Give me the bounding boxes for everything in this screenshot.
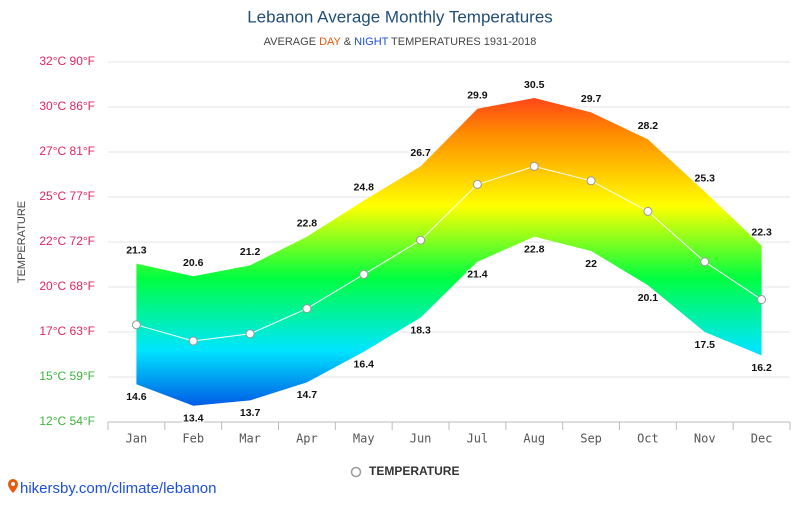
x-tick-label: Jan [126, 432, 148, 446]
plot-area: 12°C 54°F 15°C 59°F 17°C 63°F 20°C 68°F 22°C… [39, 54, 791, 446]
temperature-point [302, 304, 312, 314]
night-value-label: 22.8 [524, 243, 545, 255]
y-tick-label: 27°C 81°F [39, 144, 95, 158]
x-tick-label: Feb [182, 432, 204, 446]
temperature-point [700, 257, 710, 267]
day-value-label: 22.3 [751, 226, 772, 238]
temperature-range [136, 98, 762, 406]
y-tick-label: 30°C 86°F [39, 99, 95, 113]
y-tick-label: 32°C 90°F [39, 54, 95, 68]
temperature-point [757, 295, 767, 305]
temperature-point [359, 269, 369, 279]
x-tick-label: Aug [523, 432, 545, 446]
night-value-label: 21.4 [467, 269, 488, 281]
day-value-label: 30.5 [524, 79, 545, 91]
day-value-label: 28.2 [638, 120, 659, 132]
x-tick-label: Jun [410, 432, 432, 446]
x-tick-label: Jul [467, 432, 489, 446]
night-value-label: 22 [585, 258, 597, 270]
day-value-label: 21.2 [240, 246, 261, 258]
day-value-label: 25.3 [695, 172, 716, 184]
x-tick-label: Sep [580, 432, 602, 446]
subtitle-part: TEMPERATURES 1931-2018 [388, 36, 536, 48]
night-value-label: 13.4 [183, 413, 204, 425]
night-value-label: 16.4 [354, 359, 375, 371]
y-tick-label: 25°C 77°F [39, 189, 95, 203]
subtitle-part: NIGHT [354, 36, 389, 48]
night-value-label: 16.2 [751, 362, 772, 374]
day-value-label: 22.8 [297, 217, 318, 229]
x-tick-label: Mar [239, 432, 261, 446]
x-tick-label: Oct [637, 432, 659, 446]
day-value-label: 29.9 [467, 90, 488, 102]
x-tick-label: Nov [694, 432, 716, 446]
y-axis-title: TEMPERATURE [16, 201, 28, 283]
night-value-label: 18.3 [410, 324, 431, 336]
subtitle-part: DAY [319, 36, 341, 48]
temperature-point [586, 176, 596, 186]
x-tick-label: May [353, 432, 375, 446]
day-value-label: 29.7 [581, 93, 602, 105]
y-tick-label: 17°C 63°F [39, 324, 95, 338]
night-value-label: 14.6 [126, 391, 147, 403]
night-value-label: 13.7 [240, 407, 261, 419]
legend-marker [350, 466, 362, 478]
pin-dot [11, 482, 15, 486]
x-tick-label: Apr [296, 432, 318, 446]
temperature-line [136, 165, 762, 342]
subtitle-part: AVERAGE [264, 36, 319, 48]
night-value-label: 17.5 [695, 339, 716, 351]
y-tick-label: 15°C 59°F [39, 369, 95, 383]
y-tick-label: 22°C 72°F [39, 234, 95, 248]
temperature-point [188, 336, 198, 346]
footer-link[interactable]: hikersby.com/climate/lebanon [20, 480, 216, 497]
day-value-label: 20.6 [183, 257, 204, 269]
y-tick-label: 20°C 68°F [39, 279, 95, 293]
day-value-label: 24.8 [354, 181, 375, 193]
chart-title: Lebanon Average Monthly Temperatures [247, 7, 553, 26]
night-value-label: 14.7 [297, 389, 318, 401]
legend-label: TEMPERATURE [369, 464, 459, 478]
y-tick-label: 12°C 54°F [39, 414, 95, 428]
temperature-point [529, 161, 539, 171]
temperature-point [245, 329, 255, 339]
subtitle-part: & [341, 36, 354, 48]
chart-subtitle: AVERAGE DAY & NIGHT TEMPERATURES 1931-20… [264, 36, 537, 48]
x-tick-label: Dec [751, 432, 773, 446]
temperature-point [472, 179, 482, 189]
temperature-point [131, 320, 141, 330]
temperature-point [643, 206, 653, 216]
day-value-label: 26.7 [410, 147, 431, 159]
day-value-label: 21.3 [126, 244, 147, 256]
temperature-point [416, 235, 426, 245]
night-value-label: 20.1 [638, 292, 659, 304]
